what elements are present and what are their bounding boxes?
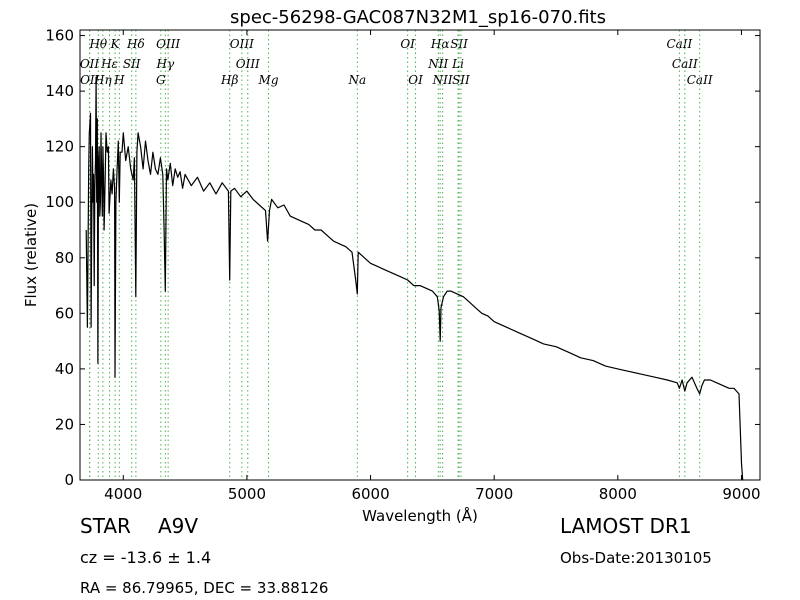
line-marker-label: CaII (672, 57, 698, 71)
redshift-text: cz = -13.6 ± 1.4 (80, 548, 212, 567)
line-marker-label: OIII (156, 37, 180, 51)
x-axis-label: Wavelength (Å) (362, 506, 478, 525)
line-marker-label: Hθ (88, 37, 107, 51)
line-marker-label: Na (347, 73, 366, 87)
object-class: STAR (80, 514, 131, 538)
line-marker-label: K (110, 37, 121, 51)
line-marker-label: OI (400, 37, 415, 51)
line-marker-label: NII (432, 73, 453, 87)
line-marker-label: SII (452, 73, 470, 87)
spectrum-line (85, 76, 744, 481)
y-tick-label: 0 (64, 471, 74, 489)
y-tick-label: 160 (45, 27, 74, 45)
line-marker-label: Li (451, 57, 464, 71)
line-marker-label: OIII (230, 37, 254, 51)
line-marker-label: Hα (430, 37, 450, 51)
x-tick-label: 6000 (351, 485, 389, 503)
coordinates-text: RA = 86.79965, DEC = 33.88126 (80, 579, 329, 597)
line-marker-label: Hδ (126, 37, 145, 51)
obs-date-text: Obs-Date:20130105 (560, 549, 712, 567)
line-marker-label: OI (408, 73, 423, 87)
plot-frame (79, 29, 761, 481)
line-marker-label: SII (123, 57, 141, 71)
line-marker-label: CaII (666, 37, 692, 51)
tick-layer: 4000 5000 6000 7000 8000 9000 0 20 40 60 80 100 120 1… (45, 27, 760, 503)
line-marker-label: Hε (100, 57, 118, 71)
y-axis-label: Flux (relative) (22, 203, 40, 307)
y-tick-label: 80 (55, 249, 74, 267)
y-tick-label: 60 (55, 304, 74, 322)
line-marker-label: Mg (258, 73, 279, 87)
y-tick-label: 120 (45, 138, 74, 156)
line-marker-label: NII (427, 57, 448, 71)
y-tick-label: 40 (55, 360, 74, 378)
spectrum-layer (85, 76, 744, 481)
y-tick-label: 140 (45, 82, 74, 100)
x-tick-label: 4000 (104, 485, 142, 503)
x-tick-label: 8000 (599, 485, 637, 503)
line-marker-label: SII (450, 37, 468, 51)
line-marker-label: G (156, 73, 166, 87)
line-marker-label: Hη (93, 73, 112, 87)
y-tick-label: 100 (45, 193, 74, 211)
object-subclass: A9V (158, 514, 199, 538)
x-tick-label: 9000 (722, 485, 760, 503)
line-marker-label: Hβ (220, 73, 238, 87)
line-marker-label: OIII (236, 57, 260, 71)
line-marker-label: OII (80, 73, 100, 87)
x-tick-label: 7000 (475, 485, 513, 503)
survey-label: LAMOST DR1 (560, 514, 692, 538)
x-tick-label: 5000 (228, 485, 266, 503)
line-marker-label: OII (80, 57, 100, 71)
line-marker-label: Hγ (155, 57, 174, 71)
line-marker-label: H (113, 73, 125, 87)
y-tick-label: 20 (55, 415, 74, 433)
chart-title: spec-56298-GAC087N32M1_sp16-070.fits (230, 7, 606, 28)
line-marker-label: CaII (687, 73, 713, 87)
